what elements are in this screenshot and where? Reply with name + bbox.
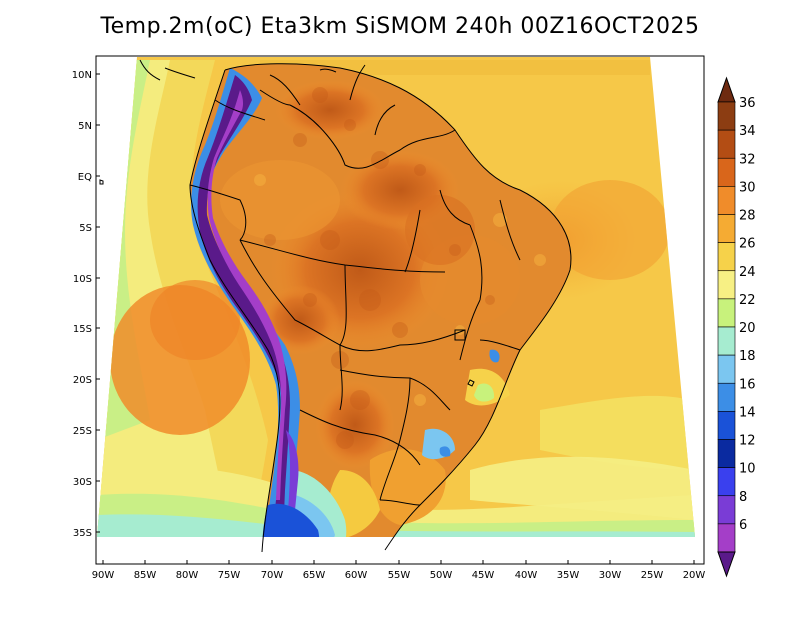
lon-label-90w: 90W: [92, 570, 115, 581]
colorbar-label: 6: [739, 518, 747, 533]
lat-label-eq: EQ: [78, 172, 92, 183]
colorbar-label: 22: [739, 293, 756, 308]
lon-label-60w: 60W: [345, 570, 368, 581]
colorbar-swatch: [717, 129, 736, 159]
colorbar-label: 10: [739, 462, 756, 477]
lon-label-40w: 40W: [515, 570, 538, 581]
temperature-colorbar: 36 34 32 30 28 26 24 22 20 18 16 14 12 10 8 6: [717, 76, 756, 578]
colorbar-swatch: [717, 382, 736, 412]
colorbar-swatch: [717, 270, 736, 300]
lon-label-85w: 85W: [134, 570, 157, 581]
colorbar-label: 34: [739, 124, 756, 139]
lon-label-45w: 45W: [472, 570, 495, 581]
colorbar-label: 18: [739, 349, 756, 364]
lon-label-35w: 35W: [557, 570, 580, 581]
colorbar-swatch: [717, 354, 736, 384]
colorbar-label: 16: [739, 377, 756, 392]
lon-label-55w: 55W: [388, 570, 411, 581]
lon-label-25w: 25W: [641, 570, 664, 581]
colorbar-swatch: [717, 186, 736, 215]
lat-label-5s: 5S: [79, 223, 92, 234]
lon-label-70w: 70W: [261, 570, 284, 581]
colorbar-swatch: [717, 495, 736, 525]
lat-label-35s: 35S: [73, 528, 92, 539]
colorbar-top-arrow: [717, 76, 736, 103]
lat-label-10s: 10S: [73, 274, 92, 285]
colorbar-label: 24: [739, 265, 756, 280]
latitude-axis: 10N 5N EQ 5S 10S 15S 20S 25S 30S 35S: [72, 70, 100, 539]
colorbar-swatch: [717, 523, 736, 553]
colorbar-swatch: [717, 439, 736, 468]
colorbar-swatch: [717, 214, 736, 243]
longitude-axis: 90W 85W 80W 75W 70W 65W 60W 55W 50W 45W …: [92, 560, 706, 581]
colorbar-label: 12: [739, 434, 756, 449]
colorbar-label: 8: [739, 490, 747, 505]
colorbar-swatch: [717, 101, 736, 131]
colorbar-label: 14: [739, 405, 756, 420]
lon-label-20w: 20W: [683, 570, 706, 581]
temperature-field: [97, 57, 695, 537]
colorbar-bottom-arrow: [717, 551, 736, 578]
colorbar-label: 26: [739, 237, 756, 252]
colorbar-label: 20: [739, 321, 756, 336]
colorbar-label: 36: [739, 96, 756, 111]
lat-label-25s: 25S: [73, 426, 92, 437]
lon-label-30w: 30W: [599, 570, 622, 581]
lat-label-20s: 20S: [73, 375, 92, 386]
lon-label-75w: 75W: [218, 570, 241, 581]
lon-label-65w: 65W: [303, 570, 326, 581]
colorbar-label: 30: [739, 180, 756, 195]
colorbar-swatch: [717, 157, 736, 187]
lat-label-30s: 30S: [73, 477, 92, 488]
colorbar-swatch: [717, 242, 736, 272]
colorbar-swatch: [717, 326, 736, 356]
country-borders: [189, 63, 572, 553]
coastline-details: [99, 59, 475, 387]
colorbar-label: 32: [739, 152, 756, 167]
colorbar-label: 28: [739, 209, 756, 224]
map-title: Temp.2m(oC) Eta3km SiSMOM 240h 00Z16OCT2…: [100, 14, 700, 39]
lat-label-10n: 10N: [72, 70, 92, 81]
lat-label-5n: 5N: [78, 121, 92, 132]
colorbar-swatch: [717, 411, 736, 440]
colorbar-swatch: [717, 298, 736, 328]
lon-label-50w: 50W: [430, 570, 453, 581]
lon-label-80w: 80W: [176, 570, 199, 581]
lat-label-15s: 15S: [73, 324, 92, 335]
colorbar-swatch: [717, 467, 736, 497]
